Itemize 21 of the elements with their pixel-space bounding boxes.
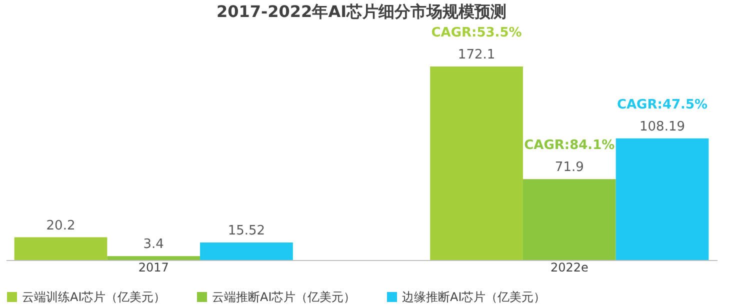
annotation: CAGR:47.5% [616,97,708,112]
legend-label: 云端推断AI芯片（亿美元） [212,290,356,304]
bar [14,237,108,260]
x-tick-label: 2017 [138,260,169,274]
legend-label: 边缘推断AI芯片（亿美元） [402,290,546,304]
annotation: CAGR:84.1% [524,138,615,154]
bar [616,138,709,260]
bar [200,242,293,260]
chart-title: 2017-2022年AI芯片细分市场规模预测 [216,2,507,21]
data-label: 20.2 [46,218,76,234]
text: CAGR:53.5% [431,26,522,41]
data-label: 108.19 [640,119,686,134]
data-label: 15.52 [228,224,266,239]
x-tick-label: 2022e [550,260,588,274]
bar [430,66,523,260]
data-label: 172.1 [458,48,496,63]
bar [522,179,616,260]
data-label: 71.9 [554,160,584,176]
bar [107,256,200,260]
data-label: 3.4 [143,237,164,252]
legend-label: 云端训练AI芯片（亿美元） [22,290,166,304]
